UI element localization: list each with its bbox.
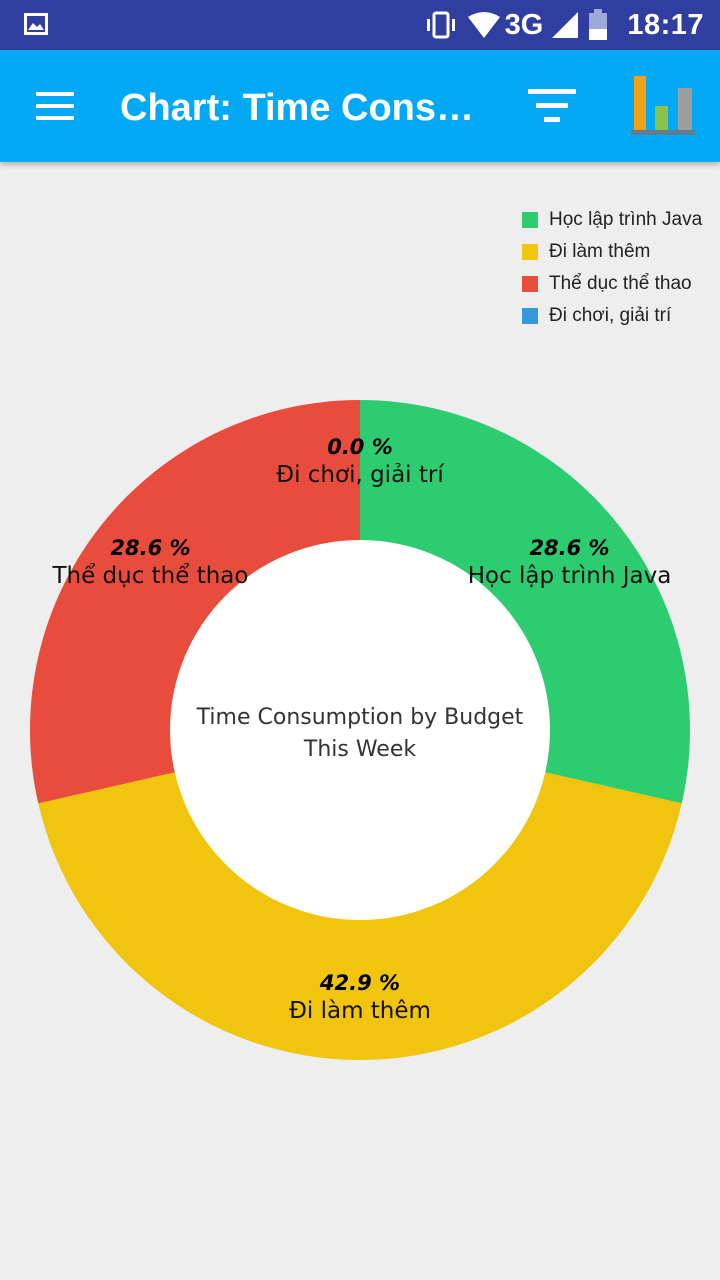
app-bar: Chart: Time Consu...: [0, 50, 720, 162]
legend-swatch: [522, 244, 538, 260]
status-time: 18:17: [627, 8, 704, 41]
legend-swatch: [522, 308, 538, 324]
status-bar: 3G 18:17: [0, 0, 720, 50]
slice-value-label: 0.0 %: [327, 435, 393, 459]
chart-legend: Học lập trình Java Đi làm thêm Thể dục t…: [522, 204, 702, 332]
legend-swatch: [522, 276, 538, 292]
legend-item[interactable]: Đi chơi, giải trí: [522, 300, 702, 332]
slice-category-label: Thể dục thể thao: [51, 563, 248, 589]
wifi-icon: [467, 12, 500, 38]
bar-chart-icon: [631, 76, 695, 135]
donut-chart: Time Consumption by Budget This Week 28.…: [29, 400, 690, 1060]
network-type: 3G: [504, 8, 544, 41]
vibrate-icon: [426, 11, 455, 39]
legend-swatch: [522, 212, 538, 228]
center-title-line-2: This Week: [303, 737, 416, 762]
chart-type-button[interactable]: [626, 70, 698, 142]
slice-value-label: 42.9 %: [319, 971, 400, 995]
cell-signal-icon: [552, 12, 579, 38]
legend-item[interactable]: Đi làm thêm: [522, 236, 702, 268]
legend-label: Đi chơi, giải trí: [549, 305, 672, 326]
slice-category-label: Đi chơi, giải trí: [276, 462, 444, 488]
legend-label: Học lập trình Java: [549, 209, 703, 230]
center-title-line-1: Time Consumption by Budget: [196, 705, 524, 730]
filter-icon: [528, 89, 576, 122]
chart-center-hole: [170, 540, 550, 920]
legend-item[interactable]: Học lập trình Java: [522, 204, 702, 236]
battery-icon: [589, 9, 608, 40]
legend-label: Thể dục thể thao: [549, 273, 692, 294]
image-notification-icon: [24, 13, 48, 35]
slice-category-label: Đi làm thêm: [289, 998, 431, 1024]
filter-button[interactable]: [516, 80, 588, 136]
slice-value-label: 28.6 %: [110, 536, 190, 560]
legend-label: Đi làm thêm: [549, 241, 651, 262]
page-title: Chart: Time Consu...: [120, 87, 490, 129]
slice-value-label: 28.6 %: [529, 536, 609, 560]
menu-button[interactable]: [26, 80, 86, 132]
slice-category-label: Học lập trình Java: [468, 563, 672, 589]
legend-item[interactable]: Thể dục thể thao: [522, 268, 702, 300]
